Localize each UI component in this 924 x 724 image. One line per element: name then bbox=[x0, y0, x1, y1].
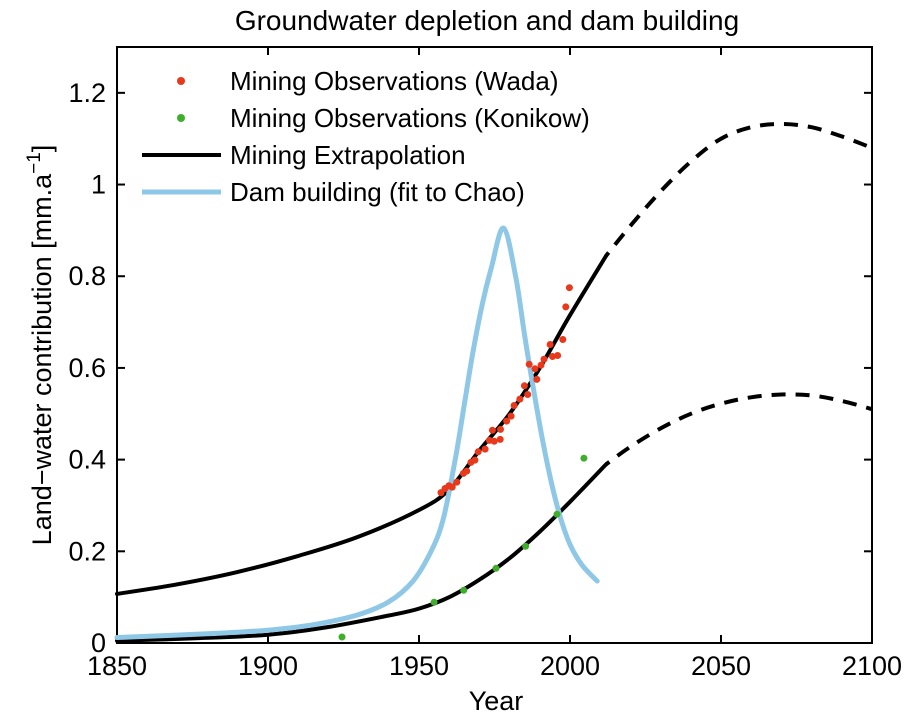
data-point bbox=[562, 303, 570, 311]
data-point bbox=[481, 445, 489, 453]
x-tick-label: 1850 bbox=[87, 651, 147, 681]
x-tick-label: 2000 bbox=[540, 651, 600, 681]
data-point bbox=[559, 336, 567, 343]
series-mining-observations-konikow bbox=[338, 454, 588, 641]
data-point bbox=[553, 510, 561, 518]
y-tick-label: 1 bbox=[91, 170, 106, 200]
series-mining-extrapolation-lower-fit-to-konikow bbox=[115, 392, 873, 643]
series-dam-building-fit-to-chao bbox=[114, 225, 600, 640]
data-point bbox=[525, 360, 533, 368]
data-point bbox=[516, 395, 524, 403]
legend-item-label: Mining Observations (Konikow) bbox=[230, 103, 590, 133]
plot-box bbox=[116, 46, 873, 644]
data-point bbox=[430, 598, 438, 606]
data-point bbox=[522, 542, 530, 550]
line-dashed bbox=[604, 121, 873, 257]
data-point bbox=[510, 402, 518, 409]
legend-item-mining-observations-wada: Mining Observations (Wada) bbox=[177, 66, 559, 96]
data-point bbox=[453, 478, 461, 486]
x-tick-label: 2050 bbox=[691, 651, 751, 681]
data-point bbox=[531, 365, 539, 373]
data-point bbox=[520, 382, 528, 390]
x-tick-label: 1950 bbox=[389, 651, 449, 681]
legend-marker-dot bbox=[177, 77, 185, 85]
y-tick-label: 0.2 bbox=[68, 536, 106, 566]
data-point bbox=[496, 435, 504, 443]
data-point bbox=[533, 375, 541, 383]
data-point bbox=[490, 437, 498, 445]
y-tick-label: 0.8 bbox=[68, 261, 106, 291]
series-mining-observations-wada bbox=[437, 284, 573, 497]
y-tick-label: 1.2 bbox=[68, 78, 106, 108]
legend: Mining Observations (Wada) Mining Observa… bbox=[142, 66, 590, 207]
legend-item-label: Mining Observations (Wada) bbox=[230, 66, 559, 96]
data-point bbox=[471, 456, 479, 464]
y-tick-label: 0.4 bbox=[68, 445, 106, 475]
data-point bbox=[463, 467, 471, 475]
data-point bbox=[460, 586, 468, 594]
y-axis-label-main: Land−water contribution [mm.a bbox=[27, 173, 57, 545]
data-point bbox=[338, 633, 346, 641]
legend-marker-dot bbox=[177, 114, 185, 122]
legend-item-label: Dam building (fit to Chao) bbox=[230, 177, 525, 207]
legend-item-label: Mining Extrapolation bbox=[230, 140, 466, 170]
data-point bbox=[507, 412, 515, 420]
axes: 1850 1900 1950 2000 2050 2100 0 0.2 0.4 0.6 0.8 1 1.… bbox=[68, 46, 902, 681]
x-axis-label: Year bbox=[469, 686, 524, 716]
legend-item-dam-building-fit-to-chao: Dam building (fit to Chao) bbox=[142, 177, 525, 207]
y-tick-label: 0.6 bbox=[68, 353, 106, 383]
data-point bbox=[580, 454, 588, 462]
line-solid bbox=[115, 462, 609, 643]
x-tick-label: 1900 bbox=[238, 651, 298, 681]
y-axis-label: Land−water contribution [mm.a−1] bbox=[24, 145, 57, 546]
chart-title: Groundwater depletion and dam building bbox=[235, 5, 739, 36]
data-point bbox=[554, 352, 562, 359]
data-point bbox=[546, 341, 554, 348]
line-dashed bbox=[605, 392, 873, 466]
legend-item-mining-extrapolation: Mining Extrapolation bbox=[142, 140, 466, 170]
line-solid bbox=[115, 253, 609, 596]
data-point bbox=[492, 564, 500, 572]
data-point bbox=[448, 483, 456, 491]
data-point bbox=[474, 448, 482, 456]
data-point bbox=[524, 391, 532, 398]
y-tick-label: 0 bbox=[91, 628, 106, 658]
data-point bbox=[565, 284, 573, 292]
data-series bbox=[114, 121, 873, 643]
y-axis-label-exponent: −1 bbox=[24, 152, 45, 174]
legend-item-mining-observations-konikow: Mining Observations (Konikow) bbox=[177, 103, 590, 133]
y-axis-label-end: ] bbox=[27, 145, 57, 153]
data-point bbox=[488, 426, 496, 434]
data-point bbox=[503, 417, 511, 425]
line-solid bbox=[114, 225, 600, 640]
x-tick-label: 2100 bbox=[842, 651, 902, 681]
data-point bbox=[497, 425, 504, 433]
data-point bbox=[537, 361, 545, 369]
data-point bbox=[540, 355, 548, 363]
